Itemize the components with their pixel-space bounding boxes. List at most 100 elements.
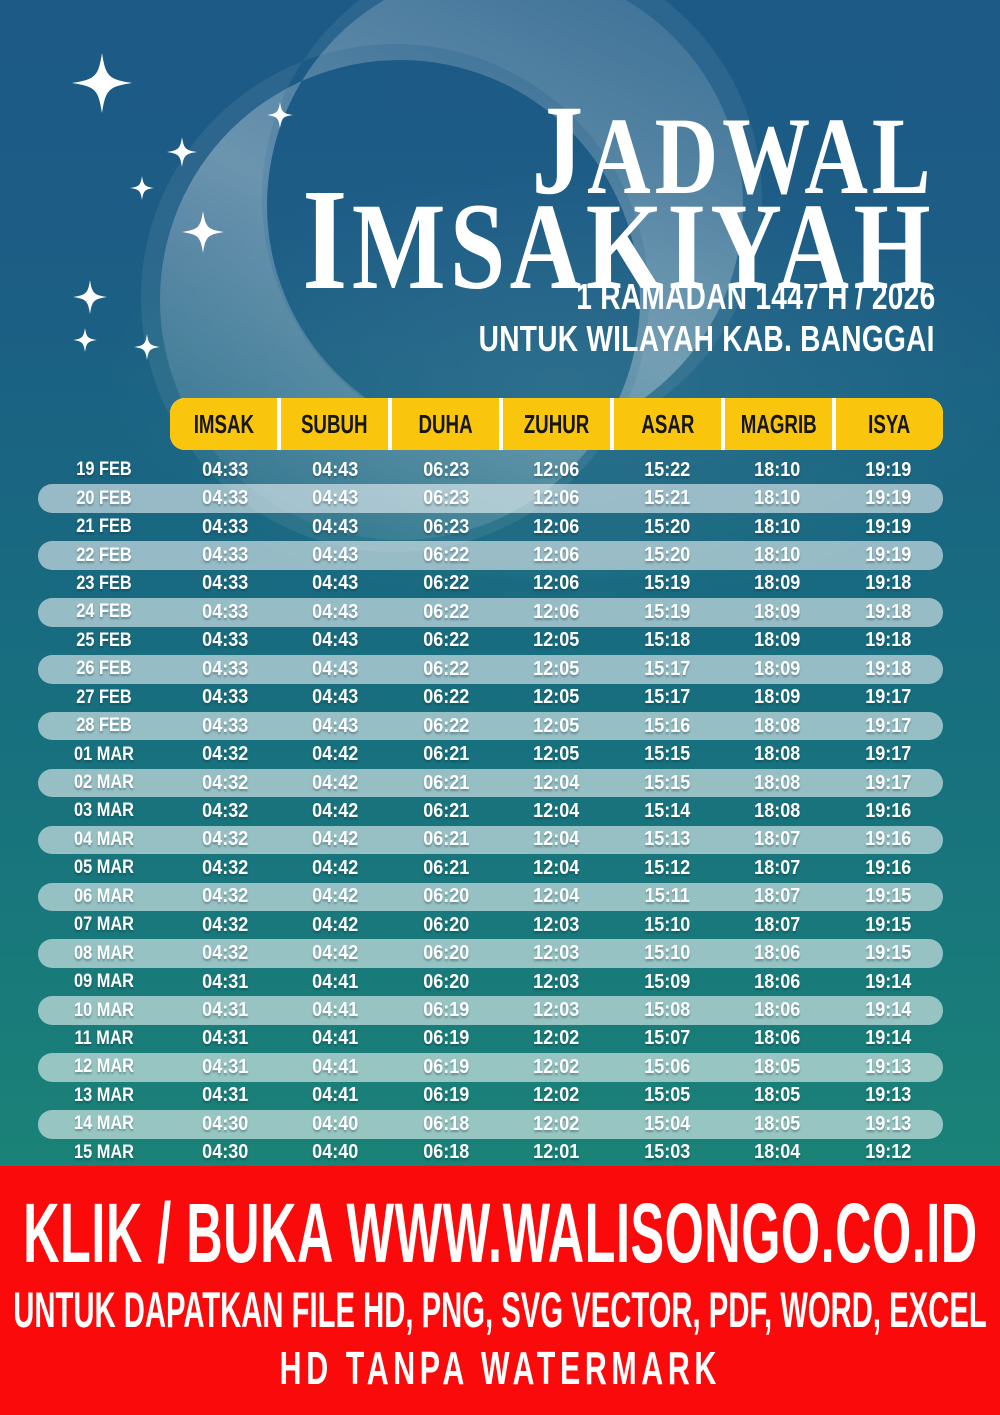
time-cell: 12:03: [533, 913, 580, 936]
date-cell: 02 MAR: [74, 772, 134, 794]
time-cell: 19:16: [864, 799, 911, 822]
time-cell: 15:14: [643, 799, 690, 822]
table-row: 24 FEB 04:33 04:43 06:22 12:06 15:19 18:09 19:1…: [38, 598, 943, 627]
table-row: 14 MAR 04:30 04:40 06:18 12:02 15:04 18:05 19:1…: [38, 1110, 943, 1139]
column-header-label: ASAR: [640, 408, 695, 439]
date-cell: 07 MAR: [74, 914, 134, 936]
time-cell: 04:43: [312, 487, 359, 510]
date-cell: 24 FEB: [76, 601, 132, 623]
time-cell: 19:18: [864, 657, 911, 680]
time-cell: 19:13: [864, 1084, 911, 1107]
time-cell: 15:15: [643, 771, 690, 794]
time-cell: 12:04: [533, 856, 580, 879]
time-cell: 19:18: [864, 600, 911, 623]
date-cell: 14 MAR: [74, 1113, 134, 1135]
time-cell: 18:09: [754, 657, 801, 680]
time-cell: 15:19: [643, 572, 690, 595]
time-cell: 04:42: [312, 743, 359, 766]
time-cell: 12:04: [533, 885, 580, 908]
time-cell: 12:02: [533, 1084, 580, 1107]
table-row: 27 FEB 04:33 04:43 06:22 12:05 15:17 18:09 19:1…: [38, 684, 943, 712]
time-cell: 04:42: [312, 828, 359, 851]
time-cell: 04:42: [312, 942, 359, 965]
time-cell: 06:21: [423, 771, 470, 794]
time-cell: 19:14: [864, 999, 911, 1022]
time-cell: 19:19: [864, 515, 911, 538]
time-cell: 15:19: [643, 600, 690, 623]
time-cell: 04:43: [312, 686, 359, 709]
table-row: 19 FEB 04:33 04:43 06:23 12:06 15:22 18:10 19:1…: [38, 456, 943, 484]
time-cell: 15:05: [643, 1084, 690, 1107]
time-cell: 12:06: [533, 487, 580, 510]
time-cell: 18:10: [754, 458, 801, 481]
time-cell: 04:32: [202, 913, 249, 936]
time-cell: 06:19: [423, 1084, 470, 1107]
time-cell: 19:16: [864, 828, 911, 851]
time-cell: 19:19: [864, 544, 911, 567]
time-cell: 12:05: [533, 686, 580, 709]
time-cell: 18:06: [754, 1027, 801, 1050]
date-cell: 12 MAR: [74, 1056, 134, 1078]
time-cell: 18:05: [754, 1055, 801, 1078]
time-cell: 04:32: [202, 828, 249, 851]
time-cell: 06:22: [423, 686, 470, 709]
column-header-subuh: SUBUH: [281, 398, 388, 450]
time-cell: 15:07: [643, 1027, 690, 1050]
column-header-asar: ASAR: [614, 398, 721, 450]
time-cell: 04:32: [202, 771, 249, 794]
time-cell: 12:06: [533, 458, 580, 481]
time-cell: 04:43: [312, 629, 359, 652]
time-cell: 19:12: [864, 1141, 911, 1164]
time-cell: 12:02: [533, 1112, 580, 1135]
date-cell: 10 MAR: [74, 999, 134, 1021]
time-cell: 19:13: [864, 1055, 911, 1078]
time-cell: 15:09: [643, 970, 690, 993]
time-cell: 04:41: [312, 970, 359, 993]
time-cell: 19:17: [864, 771, 911, 794]
website-link[interactable]: KLIK / BUKA WWW.WALISONGO.CO.ID: [22, 1185, 978, 1280]
time-cell: 06:22: [423, 544, 470, 567]
time-cell: 06:23: [423, 487, 470, 510]
column-header-label: DUHA: [418, 408, 473, 439]
time-cell: 04:30: [202, 1141, 249, 1164]
time-cell: 04:43: [312, 458, 359, 481]
date-cell: 03 MAR: [74, 800, 134, 822]
time-cell: 19:17: [864, 743, 911, 766]
date-cell: 23 FEB: [76, 572, 132, 594]
table-row: 07 MAR 04:32 04:42 06:20 12:03 15:10 18:07 19:1…: [38, 911, 943, 939]
time-cell: 04:40: [312, 1141, 359, 1164]
time-cell: 15:20: [643, 515, 690, 538]
time-cell: 04:30: [202, 1112, 249, 1135]
date-cell: 21 FEB: [76, 516, 132, 538]
table-row: 01 MAR 04:32 04:42 06:21 12:05 15:15 18:08 19:1…: [38, 740, 943, 768]
date-cell: 08 MAR: [74, 942, 134, 964]
time-cell: 04:31: [202, 999, 249, 1022]
column-header-duha: DUHA: [392, 398, 499, 450]
date-cell: 20 FEB: [76, 487, 132, 509]
time-cell: 15:16: [643, 714, 690, 737]
time-cell: 18:05: [754, 1112, 801, 1135]
time-cell: 12:02: [533, 1027, 580, 1050]
time-cell: 04:43: [312, 657, 359, 680]
time-cell: 12:05: [533, 657, 580, 680]
time-cell: 18:09: [754, 686, 801, 709]
column-header-magrib: MAGRIB: [725, 398, 832, 450]
time-cell: 15:22: [643, 458, 690, 481]
time-cell: 04:33: [202, 544, 249, 567]
time-cell: 15:03: [643, 1141, 690, 1164]
table-header-row: IMSAK SUBUH DUHA ZUHUR ASAR MAGRIB ISYA: [170, 398, 943, 450]
column-header-label: IMSAK: [193, 408, 254, 439]
footer-watermark-text: HD TANPA WATERMARK: [279, 1341, 721, 1394]
time-cell: 04:33: [202, 515, 249, 538]
time-cell: 06:22: [423, 572, 470, 595]
time-cell: 06:22: [423, 714, 470, 737]
time-cell: 18:10: [754, 515, 801, 538]
time-cell: 18:10: [754, 487, 801, 510]
time-cell: 19:14: [864, 970, 911, 993]
table-row: 20 FEB 04:33 04:43 06:23 12:06 15:21 18:10 19:1…: [38, 484, 943, 513]
time-cell: 15:10: [643, 942, 690, 965]
time-cell: 04:31: [202, 1055, 249, 1078]
date-cell: 11 MAR: [74, 1027, 134, 1049]
time-cell: 12:06: [533, 544, 580, 567]
time-cell: 04:43: [312, 544, 359, 567]
